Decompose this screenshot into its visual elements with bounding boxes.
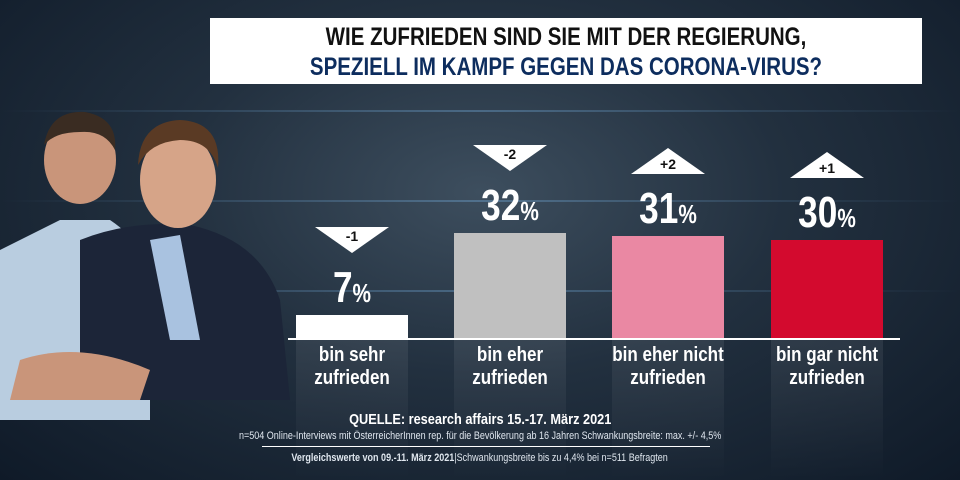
value-label: 31% — [639, 184, 697, 234]
bar-column-bg — [454, 338, 566, 480]
change-label: -2 — [503, 146, 517, 163]
title-line-1: WIE ZUFRIEDEN SIND SIE MIT DER REGIERUNG… — [325, 23, 807, 51]
method-text: n=504 Online-Interviews mit Österreicher… — [0, 430, 960, 442]
value-label: 32% — [481, 181, 539, 231]
compare-text: Vergleichswerte von 09.-11. März 2021|Sc… — [0, 452, 960, 464]
change-label: +2 — [660, 156, 676, 173]
compare-rest: |Schwankungsbreite bis zu 4,4% bei n=511… — [454, 452, 669, 464]
compare-bold: Vergleichswerte von 09.-11. März 2021 — [291, 452, 455, 464]
method-label: n=504 Online-Interviews mit Österreicher… — [238, 430, 722, 442]
footer-divider — [262, 446, 710, 447]
bar-column-bg — [612, 338, 724, 480]
bar-column-bg — [771, 338, 883, 480]
title-box: WIE ZUFRIEDEN SIND SIE MIT DER REGIERUNG… — [210, 18, 922, 84]
category-label: bin gar nicht zufrieden — [776, 344, 878, 389]
category-label: bin eher zufrieden — [472, 344, 548, 389]
value-label: 30% — [798, 187, 856, 237]
politicians-photo — [0, 111, 290, 420]
triangle-up-icon — [631, 148, 705, 175]
bar — [612, 236, 724, 338]
triangle-up-icon — [790, 151, 864, 178]
source-text: QUELLE: research affairs 15.-17. März 20… — [0, 411, 960, 428]
change-label: +1 — [819, 159, 835, 176]
triangle-down-icon — [473, 145, 547, 172]
value-label: 7% — [332, 263, 372, 313]
bar — [296, 315, 408, 338]
bar — [454, 233, 566, 338]
category-label: bin eher nicht zufrieden — [612, 344, 724, 389]
source-label: QUELLE: research affairs 15.-17. März 20… — [348, 411, 612, 428]
baseline — [288, 338, 900, 340]
change-label: -1 — [345, 228, 359, 245]
triangle-down-icon — [315, 227, 389, 254]
bar-column-bg — [296, 338, 408, 480]
title-line-2: SPEZIELL IM KAMPF GEGEN DAS CORONA-VIRUS… — [309, 53, 823, 81]
bar — [771, 239, 883, 338]
category-label: bin sehr zufrieden — [314, 344, 390, 389]
